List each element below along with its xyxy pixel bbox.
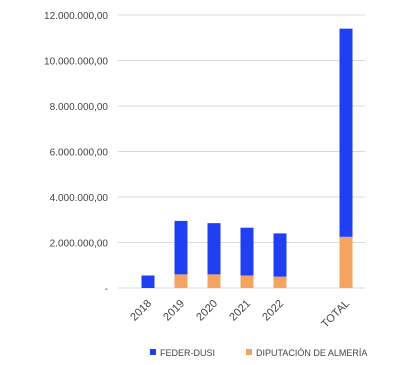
bar-segment — [339, 236, 353, 288]
y-tick-label: 8.000.000,00 — [50, 102, 109, 113]
legend-label: DIPUTACIÓN DE ALMERÍA — [256, 348, 367, 358]
x-tick-label: 2018 — [128, 298, 154, 324]
y-tick-label: 2.000.000,00 — [50, 239, 109, 250]
bar-segment — [141, 275, 155, 288]
y-tick-label: 10.000.000,00 — [44, 57, 108, 68]
bar-segment — [240, 275, 254, 288]
bars — [141, 28, 353, 288]
bar-segment — [174, 274, 188, 288]
y-tick-label: 12.000.000,00 — [44, 11, 108, 22]
legend-swatch — [150, 349, 156, 355]
bar-segment — [240, 227, 254, 276]
x-tick-label: 2022 — [260, 298, 286, 324]
legend-label: FEDER-DUSI — [160, 348, 215, 358]
legend: FEDER-DUSI DIPUTACIÓN DE ALMERÍA — [150, 348, 367, 358]
x-tick-label: 2021 — [227, 298, 253, 324]
y-tick-label: 4.000.000,00 — [50, 193, 109, 204]
bar-segment — [174, 220, 188, 275]
x-tick-label: 2019 — [161, 298, 187, 324]
bar-segment — [339, 28, 353, 237]
x-tick-label: TOTAL — [319, 298, 352, 331]
x-tick-label: 2020 — [194, 298, 220, 324]
bar-segment — [207, 223, 221, 275]
bar-segment — [273, 276, 287, 288]
y-tick-label: 6.000.000,00 — [50, 148, 109, 159]
y-tick-label: - — [105, 284, 108, 295]
y-axis-ticks: 12.000.000,00 10.000.000,00 8.000.000,00 6.… — [44, 11, 108, 295]
bar-segment — [207, 274, 221, 288]
legend-swatch — [246, 349, 252, 355]
bar-segment — [273, 233, 287, 277]
x-axis-ticks: 2018 2019 2020 2021 2022 TOTAL — [128, 298, 352, 331]
